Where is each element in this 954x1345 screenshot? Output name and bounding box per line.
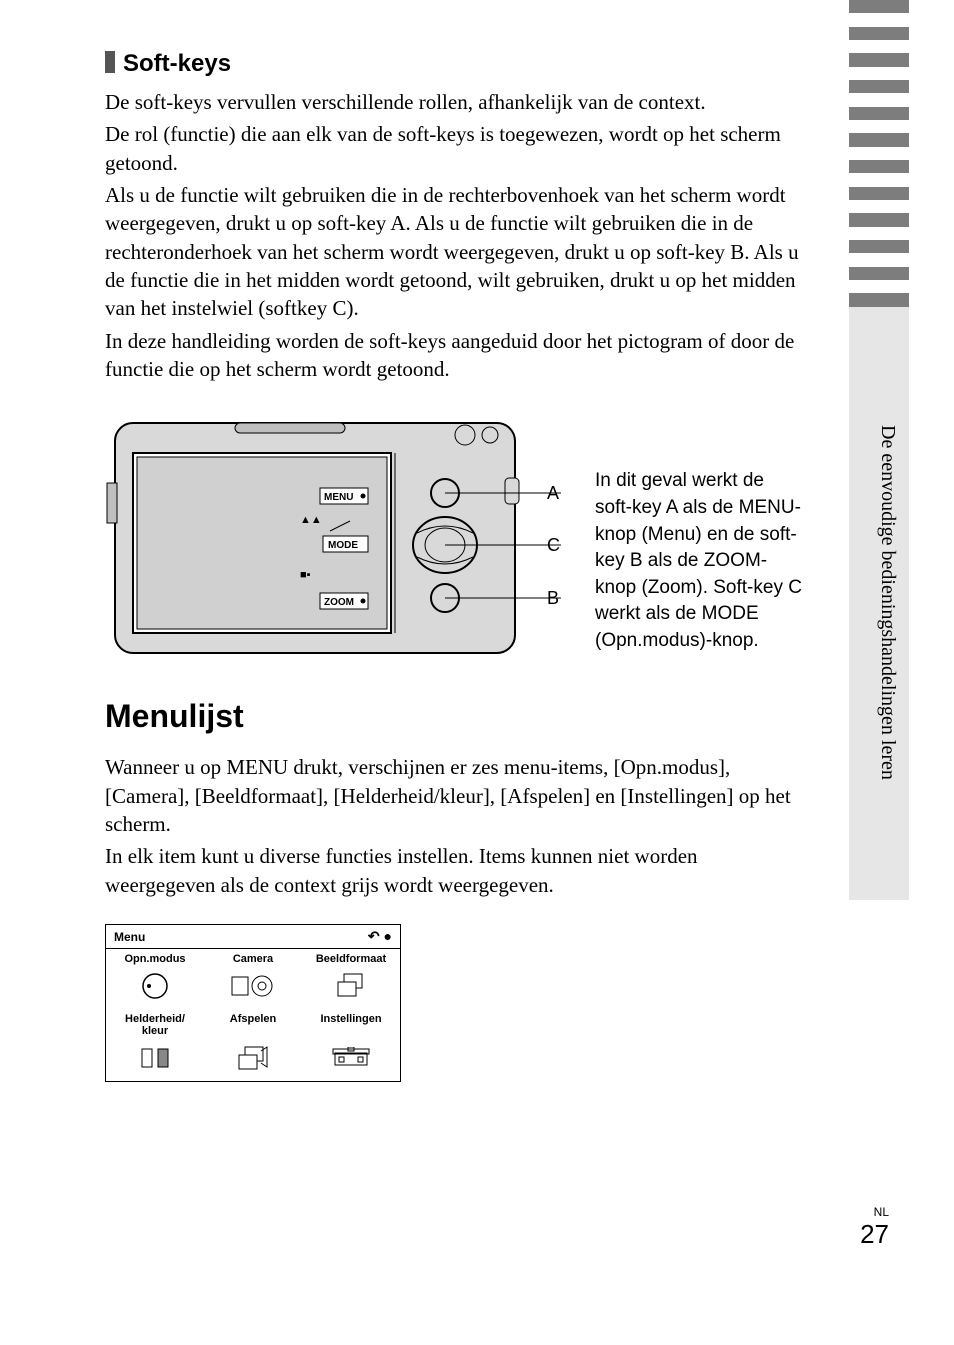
- menu-item-icon: [304, 969, 398, 1003]
- heading-text: Soft-keys: [123, 50, 231, 77]
- stripe: [849, 307, 909, 320]
- stripe: [849, 13, 909, 26]
- menu-item-label: Opn.modus: [108, 953, 202, 965]
- stripe: [849, 227, 909, 240]
- stripe: [849, 253, 909, 266]
- stripe: [849, 173, 909, 186]
- menu-item-icon: [304, 1041, 398, 1075]
- svg-text:ZOOM: ZOOM: [324, 597, 354, 608]
- callout-label: A: [547, 483, 559, 503]
- svg-text:▲▲: ▲▲: [300, 514, 322, 526]
- stripe: [849, 213, 909, 226]
- heading-marker-icon: [105, 51, 115, 73]
- stripe: [849, 240, 909, 253]
- page-number: 27: [860, 1219, 889, 1250]
- stripe: [849, 67, 909, 80]
- menu-item-icon: [206, 1041, 300, 1075]
- menu-grid: Opn.modus Camera Beeldformaat Helderheid/ k…: [106, 949, 400, 1081]
- menu-item-label: Camera: [206, 953, 300, 965]
- stripe: [849, 120, 909, 133]
- menu-screenshot: Menu ↶ ● Opn.modus Camera Beeldformaat Held…: [105, 924, 401, 1082]
- paragraph: Wanneer u op MENU drukt, verschijnen er …: [105, 753, 805, 838]
- svg-text:MODE: MODE: [328, 540, 358, 551]
- stripe: [849, 267, 909, 280]
- menu-item: Camera: [204, 949, 302, 1009]
- menu-item-label: Helderheid/ kleur: [108, 1013, 202, 1037]
- stripe: [849, 160, 909, 173]
- screen-label: MENU: [324, 492, 353, 503]
- stripe: [849, 0, 909, 13]
- back-icon: ↶ ●: [368, 928, 392, 945]
- heading-menulijst: Menulijst: [105, 698, 805, 735]
- menu-item-label: Afspelen: [206, 1013, 300, 1037]
- menu-item-icon: [108, 1041, 202, 1075]
- paragraph: De rol (functie) die aan elk van de soft…: [105, 120, 805, 177]
- stripe: [849, 200, 909, 213]
- svg-text:■▪: ■▪: [300, 569, 311, 581]
- stripe: [849, 107, 909, 120]
- lang-code: NL: [860, 1205, 889, 1219]
- menu-item: Afspelen: [204, 1009, 302, 1081]
- page-footer: NL 27: [860, 1205, 889, 1250]
- menu-item-icon: [206, 969, 300, 1003]
- paragraph: Als u de functie wilt gebruiken die in d…: [105, 181, 805, 323]
- menu-item-icon: [108, 969, 202, 1003]
- stripe: [849, 187, 909, 200]
- menu-item: Beeldformaat: [302, 949, 400, 1009]
- callout-label: B: [547, 588, 559, 608]
- menu-item: Instellingen: [302, 1009, 400, 1081]
- menu-item: Opn.modus: [106, 949, 204, 1009]
- menu-item-label: Instellingen: [304, 1013, 398, 1037]
- stripe: [849, 293, 909, 306]
- camera-diagram-icon: MENU MODE ZOOM ▲▲ ■▪: [105, 413, 565, 663]
- figure-caption: In dit geval werkt de soft-key A als de …: [595, 468, 805, 654]
- section-side-label: De eenvoudige bedieningshandelingen lere…: [876, 425, 899, 780]
- thumb-index-stripes: [849, 0, 909, 320]
- paragraph: In elk item kunt u diverse functies inst…: [105, 842, 805, 899]
- stripe: [849, 80, 909, 93]
- menu-item-label: Beeldformaat: [304, 953, 398, 965]
- menu-title-bar: Menu ↶ ●: [106, 925, 400, 949]
- menu-title: Menu: [114, 930, 145, 944]
- camera-figure: MENU MODE ZOOM ▲▲ ■▪: [105, 413, 805, 663]
- heading-softkeys: Soft-keys: [105, 50, 805, 78]
- menu-item: Helderheid/ kleur: [106, 1009, 204, 1081]
- stripe: [849, 27, 909, 40]
- stripe: [849, 133, 909, 146]
- paragraph: In deze handleiding worden de soft-keys …: [105, 327, 805, 384]
- stripe: [849, 93, 909, 106]
- stripe: [849, 147, 909, 160]
- stripe: [849, 53, 909, 66]
- main-content: Soft-keys De soft-keys vervullen verschi…: [105, 50, 805, 1082]
- stripe: [849, 40, 909, 53]
- paragraph: De soft-keys vervullen verschillende rol…: [105, 88, 805, 116]
- stripe: [849, 280, 909, 293]
- page: De eenvoudige bedieningshandelingen lere…: [0, 0, 954, 1345]
- callout-label: C: [547, 535, 560, 555]
